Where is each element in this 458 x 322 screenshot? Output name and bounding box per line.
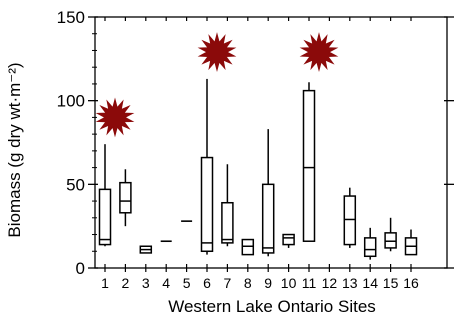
box-iqr [343,195,357,246]
x-tick-label: 15 [383,275,399,291]
x-tick-label: 14 [362,275,378,291]
box-site-14 [363,227,377,260]
box-site-7 [221,164,234,247]
box-site-11 [302,82,316,242]
box-site-2 [119,169,132,227]
box-iqr [261,183,275,254]
x-tick-label: 10 [281,275,297,291]
starburst-marker-site-11 [299,32,339,73]
box-site-6 [200,78,214,255]
y-axis-ticks: 0 50 100 150 [57,8,454,278]
x-tick-label: 5 [183,275,191,291]
box-iqr [384,232,397,249]
box-iqr [98,188,112,246]
box-site-16 [404,229,418,256]
x-tick-label: 7 [224,275,232,291]
box-iqr [241,238,255,256]
x-tick-label: 9 [264,275,272,291]
box-site-13 [343,187,357,248]
box-iqr [302,89,316,242]
box-site-9 [261,129,275,257]
box-site-1 [98,144,112,247]
y-tick-label: 50 [66,175,85,194]
plot-frame [94,16,448,269]
y-tick-label: 100 [57,92,85,111]
box-iqr [363,237,377,258]
x-tick-label: 11 [302,275,317,291]
plot-border [94,16,448,269]
y-tick-label: 150 [57,8,85,27]
x-axis-ticks: 1 2 3 4 5 6 7 8 9 10 11 12 13 14 15 16 [101,17,419,291]
x-tick-label: 6 [203,275,211,291]
x-tick-label: 8 [244,275,252,291]
box-iqr [282,233,295,246]
box-series [98,78,418,260]
x-tick-label: 13 [342,275,358,291]
box-site-3 [139,245,153,254]
box-iqr [200,156,214,253]
x-tick-label: 4 [162,275,170,291]
box-iqr [221,201,234,244]
starburst-markers [95,32,339,138]
x-tick-label: 16 [403,275,419,291]
x-tick-label: 3 [142,275,150,291]
starburst-marker-site-1 [95,97,135,138]
box-site-10 [282,233,295,248]
starburst-marker-site-6 [197,32,237,73]
y-axis-title: Biomass (g dry wt·m⁻²) [5,62,24,237]
box-site-8 [241,238,255,256]
x-axis-title: Western Lake Ontario Sites [168,297,376,316]
box-site-15 [384,217,397,252]
box-iqr [119,181,132,214]
x-tick-label: 1 [101,275,109,291]
y-tick-label: 0 [76,259,85,278]
x-tick-label: 12 [322,275,338,291]
x-tick-label: 2 [122,275,130,291]
